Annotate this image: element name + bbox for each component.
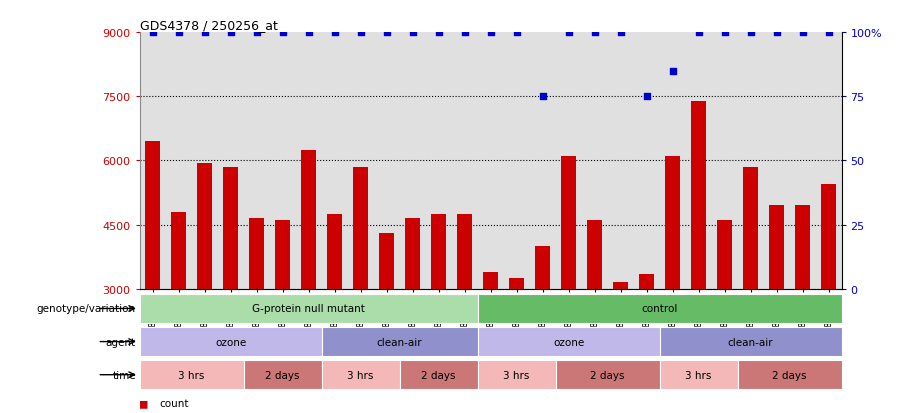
Bar xyxy=(535,247,550,289)
Bar xyxy=(405,219,420,289)
Point xyxy=(562,30,576,36)
Point xyxy=(613,30,627,36)
Text: 2 days: 2 days xyxy=(772,370,806,380)
Bar xyxy=(478,361,555,389)
Bar xyxy=(400,361,478,389)
Point xyxy=(275,30,290,36)
Bar xyxy=(821,185,836,289)
Point xyxy=(743,30,758,36)
Bar xyxy=(665,157,680,289)
Text: 3 hrs: 3 hrs xyxy=(685,370,712,380)
Bar xyxy=(478,294,842,323)
Text: ozone: ozone xyxy=(553,337,584,347)
Point xyxy=(431,30,446,36)
Text: clean-air: clean-air xyxy=(377,337,422,347)
Bar xyxy=(197,163,212,289)
Point xyxy=(588,30,602,36)
Bar xyxy=(482,272,499,289)
Text: G-protein null mutant: G-protein null mutant xyxy=(252,304,364,314)
Point xyxy=(197,30,211,36)
Bar xyxy=(301,150,316,289)
Text: 2 days: 2 days xyxy=(266,370,300,380)
Point xyxy=(717,30,732,36)
Bar xyxy=(690,101,707,289)
Point xyxy=(639,94,653,100)
Bar xyxy=(431,214,446,289)
Text: 3 hrs: 3 hrs xyxy=(503,370,530,380)
Bar xyxy=(795,206,810,289)
Bar xyxy=(171,212,186,289)
Bar xyxy=(145,142,160,289)
Bar xyxy=(248,219,265,289)
Point xyxy=(691,30,706,36)
Bar xyxy=(353,168,368,289)
Bar xyxy=(244,361,321,389)
Text: 3 hrs: 3 hrs xyxy=(347,370,374,380)
Bar xyxy=(639,274,654,289)
Bar xyxy=(140,328,321,356)
Bar xyxy=(140,361,244,389)
Point xyxy=(145,30,159,36)
Point xyxy=(665,68,680,75)
Bar xyxy=(742,168,759,289)
Bar xyxy=(737,361,842,389)
Point xyxy=(536,94,550,100)
Text: ■: ■ xyxy=(140,396,147,409)
Bar xyxy=(222,168,239,289)
Text: GDS4378 / 250256_at: GDS4378 / 250256_at xyxy=(140,19,277,32)
Text: ozone: ozone xyxy=(215,337,246,347)
Bar xyxy=(716,221,733,289)
Point xyxy=(249,30,264,36)
Bar xyxy=(274,221,291,289)
Text: 3 hrs: 3 hrs xyxy=(178,370,204,380)
Bar xyxy=(379,234,394,289)
Point xyxy=(405,30,419,36)
Point xyxy=(483,30,498,36)
Text: 2 days: 2 days xyxy=(590,370,625,380)
Point xyxy=(457,30,472,36)
Point xyxy=(770,30,784,36)
Bar xyxy=(613,283,628,289)
Text: time: time xyxy=(112,370,136,380)
Bar xyxy=(478,328,660,356)
Bar xyxy=(587,221,602,289)
Bar xyxy=(321,361,400,389)
Text: clean-air: clean-air xyxy=(728,337,773,347)
Bar xyxy=(561,157,576,289)
Text: agent: agent xyxy=(106,337,136,347)
Bar xyxy=(660,361,737,389)
Point xyxy=(223,30,238,36)
Text: genotype/variation: genotype/variation xyxy=(37,304,136,314)
Bar xyxy=(140,294,478,323)
Bar xyxy=(660,328,842,356)
Bar xyxy=(321,328,478,356)
Bar xyxy=(456,214,472,289)
Point xyxy=(354,30,368,36)
Point xyxy=(796,30,810,36)
Bar xyxy=(555,361,660,389)
Point xyxy=(328,30,342,36)
Point xyxy=(379,30,393,36)
Bar xyxy=(508,278,525,289)
Text: count: count xyxy=(159,398,189,408)
Point xyxy=(171,30,185,36)
Text: 2 days: 2 days xyxy=(421,370,455,380)
Point xyxy=(302,30,316,36)
Point xyxy=(822,30,836,36)
Bar xyxy=(327,214,342,289)
Text: control: control xyxy=(642,304,678,314)
Bar xyxy=(769,206,784,289)
Point xyxy=(509,30,524,36)
